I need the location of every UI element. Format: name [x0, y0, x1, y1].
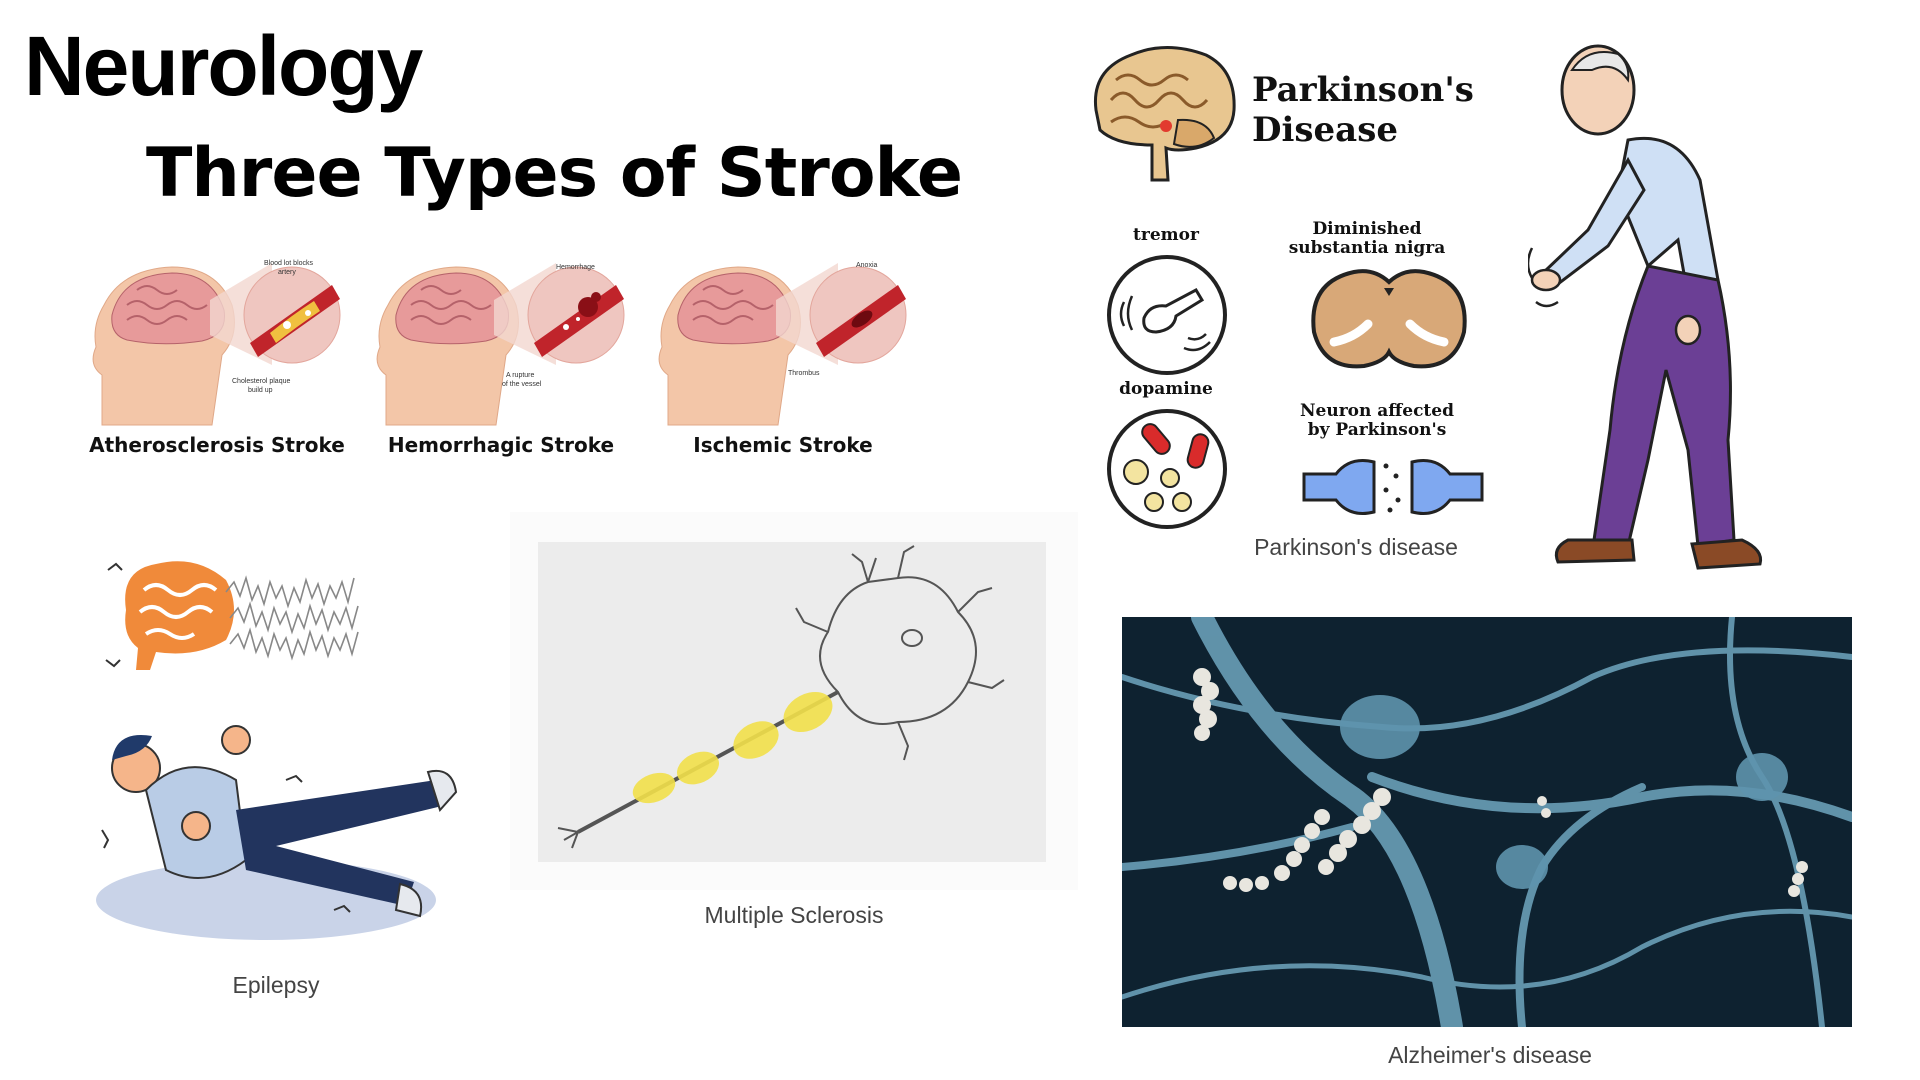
ms-illustration-panel	[510, 512, 1078, 890]
annotation-text: Anoxia	[856, 262, 878, 269]
head-brain-thrombus-icon: Anoxia Thrombus	[658, 262, 907, 426]
annotation-text: Cholesterol plaque	[232, 378, 290, 385]
neuron-label-line1: Neuron affected	[1300, 401, 1454, 421]
neurons-plaque-icon	[1122, 617, 1852, 1027]
neuron-myelin-icon	[557, 545, 1005, 849]
diminished-label-line2: substantia nigra	[1288, 238, 1446, 258]
atherosclerosis-stroke-illustration: Blood lot blocks artery Cholesterol plaq…	[82, 255, 352, 457]
tremor-hand-icon	[1107, 255, 1227, 375]
annotation-text: build up	[248, 387, 273, 394]
slide-title: Neurology	[24, 19, 423, 113]
brain-icon	[1093, 46, 1236, 182]
annotation-text: A rupture	[506, 372, 535, 379]
synapse-icon	[1302, 459, 1484, 515]
annotation-text: Thrombus	[788, 370, 820, 377]
dopamine-label: dopamine	[1119, 379, 1213, 399]
parkinsons-heading-line1: Parkinson's	[1252, 70, 1474, 110]
tremor-label: tremor	[1133, 225, 1199, 245]
annotation-text: artery	[278, 269, 296, 276]
head-brain-rupture-icon: Hemorrhage A rupture of the vessel	[376, 263, 625, 426]
parkinsons-heading-line2: Disease	[1252, 110, 1398, 150]
stroke-label: Atherosclerosis Stroke	[89, 433, 345, 457]
diminished-label-line1: Diminished	[1312, 219, 1422, 239]
head-brain-artery-icon: Blood lot blocks artery Cholesterol plaq…	[92, 260, 341, 426]
neuron-label-line2: by Parkinson's	[1307, 420, 1447, 440]
parkinsons-caption: Parkinson's disease	[1254, 534, 1458, 560]
stroke-label: Hemorrhagic Stroke	[387, 433, 615, 457]
alzheimers-caption: Alzheimer's disease	[1388, 1042, 1592, 1068]
parkinsons-infographic: Parkinson's Disease tremor Diminished su…	[1086, 40, 1526, 580]
epilepsy-caption: Epilepsy	[232, 972, 320, 998]
seizure-brain-person-icon	[96, 561, 458, 940]
stroke-heading: Three Types of Stroke	[146, 134, 963, 213]
annotation-text: Hemorrhage	[556, 264, 595, 271]
elderly-man-illustration	[1528, 44, 1763, 570]
stroke-label: Ischemic Stroke	[693, 433, 873, 457]
substantia-nigra-icon	[1311, 269, 1467, 369]
pills-icon	[1107, 409, 1227, 529]
ischemic-stroke-illustration: Anoxia Thrombus Ischemic Stroke	[648, 255, 918, 457]
hemorrhagic-stroke-illustration: Hemorrhage A rupture of the vessel Hemor…	[366, 255, 636, 457]
ms-caption: Multiple Sclerosis	[704, 902, 884, 928]
alzheimers-image	[1122, 617, 1852, 1027]
annotation-text: of the vessel	[502, 381, 542, 388]
epilepsy-illustration: Epilepsy	[96, 540, 476, 1000]
annotation-text: Blood lot blocks	[264, 260, 314, 267]
